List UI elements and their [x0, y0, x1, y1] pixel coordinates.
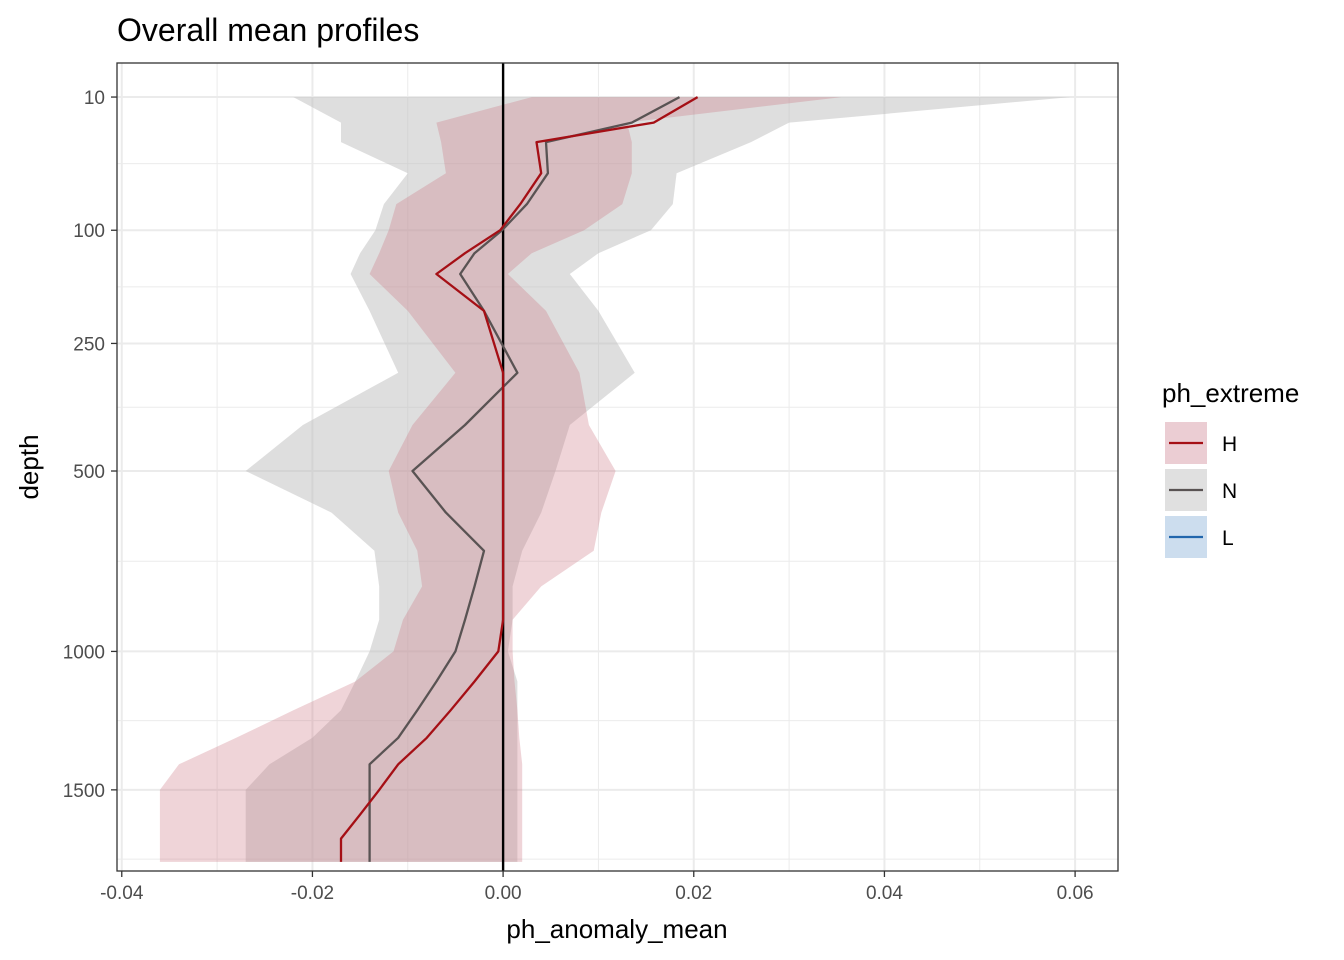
legend-label: L: [1222, 527, 1234, 550]
line-H: [339, 96, 699, 862]
x-tick-label: -0.04: [100, 883, 144, 904]
x-tick-label: 0.00: [485, 883, 522, 904]
y-tick-label: 10: [84, 88, 105, 109]
series-lines: [339, 96, 699, 862]
ribbon-H: [159, 97, 842, 862]
legend: ph_extreme H N L: [1162, 378, 1299, 558]
legend-item-H: H: [1165, 422, 1237, 464]
y-tick-label: 1000: [63, 642, 105, 663]
legend-item-L: L: [1165, 516, 1234, 558]
ribbons: [159, 97, 1071, 862]
line-N: [368, 96, 681, 862]
x-axis-title: ph_anomaly_mean: [506, 914, 727, 944]
legend-title: ph_extreme: [1162, 378, 1299, 408]
y-tick-label: 100: [73, 221, 105, 242]
y-tick-label: 500: [73, 462, 105, 483]
x-tick-label: -0.02: [291, 883, 334, 904]
y-tick-label: 250: [73, 334, 105, 355]
legend-item-N: N: [1165, 469, 1237, 511]
legend-label: N: [1222, 480, 1237, 503]
legend-label: H: [1222, 433, 1237, 456]
x-tick-label: 0.06: [1057, 883, 1094, 904]
x-tick-label: 0.02: [675, 883, 712, 904]
x-tick-label: 0.04: [866, 883, 903, 904]
chart-title: Overall mean profiles: [117, 12, 419, 48]
ribbon-N: [245, 97, 1071, 862]
y-axis: 10 100 250 500 1000 1500: [63, 88, 117, 802]
y-tick-label: 1500: [63, 781, 105, 802]
legend-items: H N L: [1165, 422, 1237, 558]
y-axis-title: depth: [14, 434, 44, 499]
x-axis: -0.04 -0.02 0.00 0.02 0.04 0.06: [100, 871, 1094, 904]
plot-panel-border: [116, 62, 1119, 872]
